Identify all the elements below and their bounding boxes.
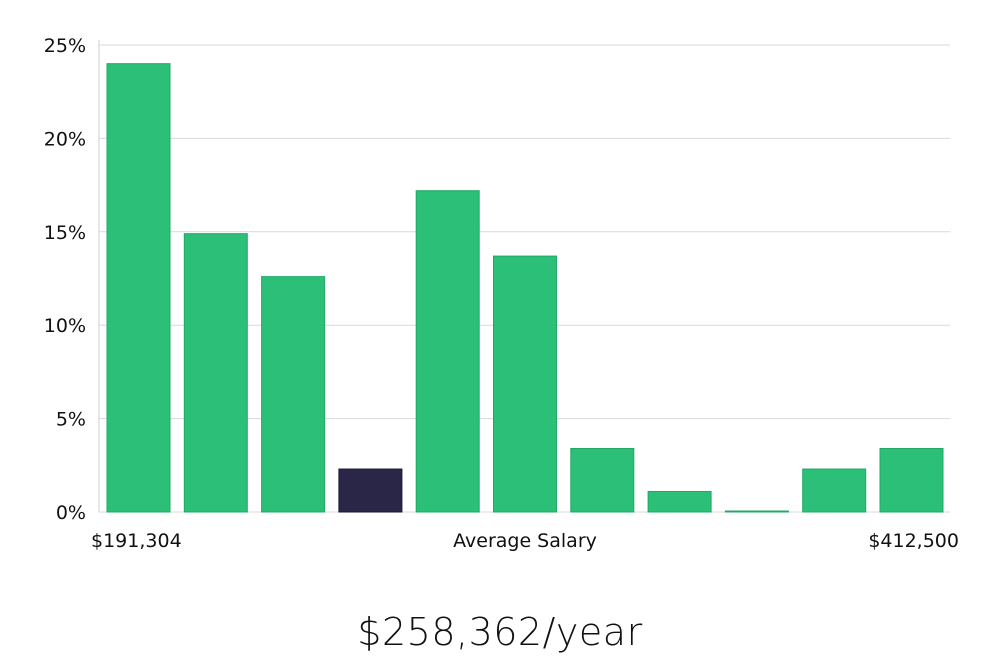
bar [415,190,480,513]
bar [261,276,326,513]
bar [570,447,635,513]
bar [183,233,248,513]
y-tick-label: 25% [44,35,86,57]
y-axis-ticks: 0% 5% 10% 15% 20% 25% [44,35,86,524]
bar [493,255,557,513]
bar-highlighted [338,468,403,513]
y-tick-label: 5% [56,409,86,431]
x-axis-title: Average Salary [453,530,597,552]
y-tick-label: 10% [44,315,86,337]
salary-histogram-chart: 0% 5% 10% 15% 20% 25% $191,304 Average Salary… [44,35,959,552]
average-salary-value: $258,362/year [357,610,643,654]
y-tick-label: 20% [44,128,86,150]
bar [724,510,789,513]
bar [106,63,171,513]
bar [879,447,944,513]
y-tick-label: 15% [44,222,86,244]
bars [106,63,944,513]
bar [647,490,712,513]
bar [802,468,867,513]
x-axis-max-label: $412,500 [868,530,959,552]
x-axis-min-label: $191,304 [91,530,182,552]
y-tick-label: 0% [56,502,86,524]
